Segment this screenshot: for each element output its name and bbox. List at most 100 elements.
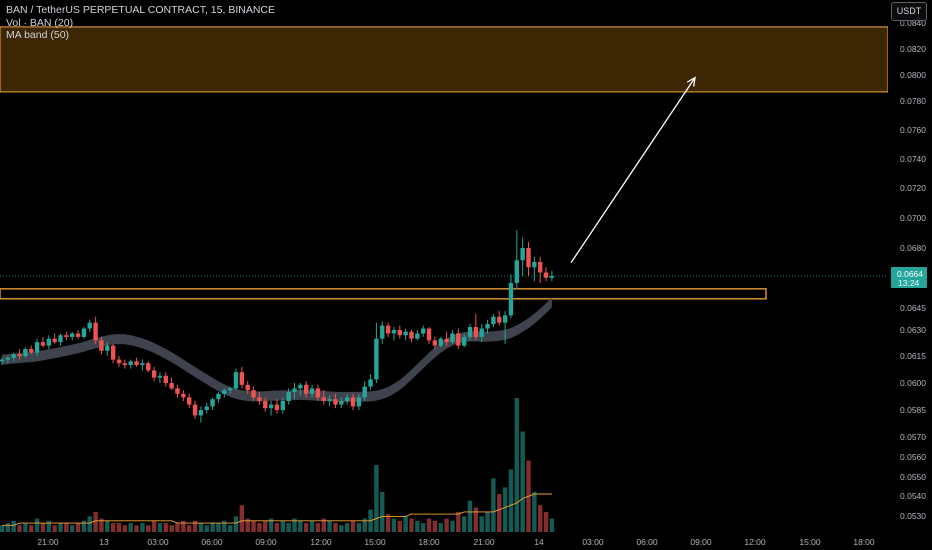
volume-bar: [110, 523, 116, 532]
volume-bar: [257, 523, 262, 532]
candle-body: [134, 361, 139, 365]
time-tick-label: 18:00: [853, 537, 875, 547]
candle-body: [374, 338, 379, 380]
volume-bar: [415, 520, 420, 532]
volume-layer: [0, 398, 555, 532]
ma-band-layer: [2, 297, 552, 402]
candle-body: [40, 342, 46, 346]
candle-body: [491, 316, 496, 325]
candle-body: [110, 345, 116, 360]
volume-bar: [315, 523, 321, 532]
candle-body: [309, 388, 315, 394]
candle-body: [29, 349, 34, 353]
volume-bar: [327, 520, 332, 532]
time-tick-label: 15:00: [799, 537, 821, 547]
volume-bar: [140, 523, 145, 532]
price-tick-label: 0.0630: [900, 325, 926, 335]
volume-bar: [134, 525, 139, 532]
time-tick-label: 06:00: [201, 537, 223, 547]
volume-bar: [461, 516, 467, 532]
volume-bar: [374, 465, 379, 532]
candle-body: [549, 276, 555, 278]
volume-bar: [146, 525, 151, 532]
price-tick-label: 0.0540: [900, 491, 926, 501]
candle-body: [81, 328, 87, 337]
candle-body: [344, 397, 350, 401]
time-tick-label: 09:00: [255, 537, 277, 547]
volume-bar: [538, 505, 543, 532]
candle-body: [461, 336, 467, 346]
volume-bar: [549, 518, 555, 532]
volume-bar: [438, 523, 443, 532]
volume-bar: [210, 523, 215, 532]
candle-body: [397, 330, 402, 336]
volume-bar: [222, 520, 227, 532]
candle-body: [216, 393, 221, 400]
candle-body: [0, 359, 5, 362]
candle-body: [350, 397, 356, 407]
time-tick-label: 12:00: [310, 537, 332, 547]
price-tick-label: 0.0530: [900, 511, 926, 521]
time-tick-label: 21:00: [37, 537, 59, 547]
candle-body: [11, 354, 16, 358]
projection-arrowhead: [686, 76, 696, 87]
time-tick-label: 15:00: [364, 537, 386, 547]
candle-body: [391, 330, 397, 334]
candle-body: [169, 383, 174, 389]
price-axis[interactable]: 0.0840 0.0820 0.0800 0.0780 0.0760 0.0740 0.07…: [888, 0, 932, 550]
volume-bar: [17, 525, 22, 532]
candle-body: [327, 399, 332, 401]
candle-body: [409, 331, 414, 339]
volume-bar: [175, 523, 180, 532]
volume-bar: [23, 523, 28, 532]
price-tick-label: 0.0820: [900, 44, 926, 54]
volume-bar: [532, 491, 537, 532]
candle-body: [508, 283, 514, 316]
legend-ma-band[interactable]: MA band (50): [6, 29, 70, 41]
candle-body: [23, 349, 28, 356]
candle-body: [415, 333, 420, 339]
volume-bar: [245, 518, 250, 532]
volume-bar: [227, 525, 233, 532]
currency-button[interactable]: USDT: [891, 2, 927, 21]
volume-bar: [380, 491, 385, 532]
volume-bar: [64, 523, 69, 532]
volume-bar: [444, 518, 449, 532]
price-tick-label: 0.0600: [900, 378, 926, 388]
time-tick-label: 21:00: [473, 537, 495, 547]
candle-body: [543, 272, 549, 278]
price-tick-label: 0.0570: [900, 432, 926, 442]
volume-bar: [198, 523, 204, 532]
volume-bar: [456, 511, 461, 532]
volume-bar: [58, 523, 63, 532]
volume-bar: [46, 520, 51, 532]
candle-body: [532, 262, 537, 268]
candle-body: [473, 327, 479, 337]
candle-body: [157, 375, 163, 378]
price-tick-label: 0.0800: [900, 70, 926, 80]
volume-bar: [239, 505, 245, 532]
volume-bar: [356, 523, 362, 532]
volume-bar: [491, 478, 496, 532]
time-tick-label: 09:00: [690, 537, 712, 547]
candle-body: [385, 325, 391, 334]
price-tick-label: 0.0700: [900, 213, 926, 223]
volume-bar: [93, 511, 98, 532]
candle-body: [46, 338, 51, 346]
volume-bar: [52, 525, 57, 532]
volume-bar: [116, 523, 122, 532]
candle-body: [70, 333, 75, 337]
volume-bar: [128, 523, 133, 532]
volume-bar: [268, 518, 274, 532]
legend-volume[interactable]: Vol · BAN (20): [6, 16, 74, 29]
legend-symbol[interactable]: BAN / TetherUS PERPETUAL CONTRACT, 15, B…: [6, 4, 275, 16]
volume-bar: [397, 520, 402, 532]
candle-body: [467, 327, 473, 337]
projection-arrow-layer[interactable]: [570, 76, 696, 264]
volume-bar: [181, 520, 186, 532]
volume-bar: [70, 525, 75, 532]
time-axis[interactable]: 21:00 13 03:00 06:00 09:00 12:00 15:00 18:00 21:…: [0, 532, 888, 550]
volume-bar: [274, 523, 280, 532]
volume-bar: [450, 520, 455, 532]
